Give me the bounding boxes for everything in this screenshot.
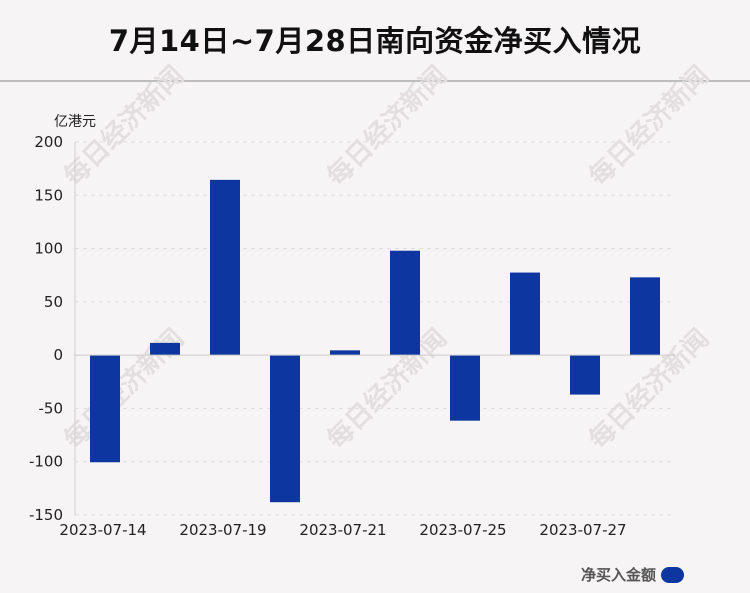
grid-lines — [75, 141, 675, 516]
bar — [90, 355, 120, 463]
bar — [510, 272, 540, 356]
watermark-text: 每日经济新闻 — [321, 323, 453, 455]
x-tick-label: 2023-07-25 — [419, 521, 506, 539]
bar — [570, 355, 600, 395]
x-tick-label: 2023-07-14 — [59, 521, 146, 539]
bar — [330, 350, 360, 356]
legend: 净买入金额 — [581, 566, 684, 584]
bar — [630, 277, 660, 356]
bar — [210, 179, 240, 356]
chart-title: 7月14日~7月28日南向资金净买入情况 — [108, 24, 642, 58]
bar — [450, 355, 480, 421]
y-tick-label: -150 — [29, 506, 63, 524]
y-tick-label: 50 — [44, 293, 63, 311]
bar — [390, 250, 420, 356]
x-tick-labels: 2023-07-14 2023-07-19 2023-07-21 2023-07-25… — [59, 521, 626, 539]
y-tick-label: 0 — [53, 346, 63, 364]
axes — [74, 142, 675, 515]
y-tick-label: 150 — [34, 186, 63, 204]
y-unit-label: 亿港元 — [54, 114, 96, 130]
watermark-text: 每日经济新闻 — [58, 323, 190, 455]
bar — [150, 342, 180, 356]
bars — [90, 179, 660, 503]
y-tick-label: 100 — [34, 240, 63, 258]
bar — [270, 355, 300, 503]
y-tick-label: -50 — [39, 399, 64, 417]
legend-label: 净买入金额 — [581, 566, 656, 584]
x-tick-label: 2023-07-19 — [179, 521, 266, 539]
x-tick-label: 2023-07-27 — [539, 521, 626, 539]
watermark-text: 每日经济新闻 — [321, 60, 453, 192]
watermark-text: 每日经济新闻 — [583, 60, 715, 192]
y-tick-label: -100 — [29, 453, 63, 471]
legend-swatch — [661, 567, 684, 583]
title-divider — [0, 80, 750, 82]
y-tick-labels: 200 150 100 50 0 -50 -100 -150 — [29, 133, 63, 524]
x-tick-label: 2023-07-21 — [299, 521, 386, 539]
y-tick-label: 200 — [34, 133, 63, 151]
